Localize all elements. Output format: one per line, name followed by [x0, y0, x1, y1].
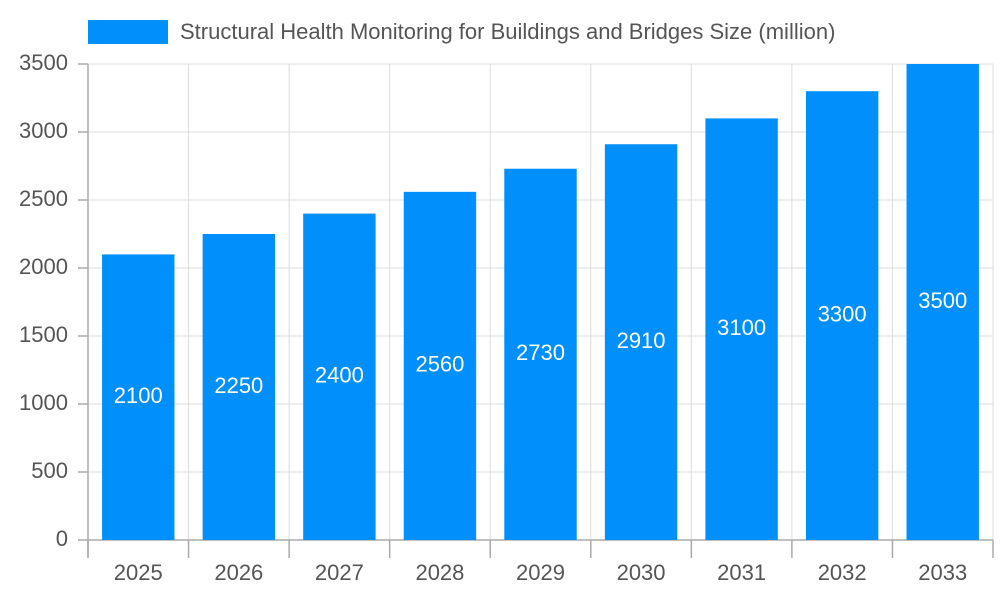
bar: [504, 168, 577, 540]
x-tick-label: 2029: [516, 560, 565, 585]
bar: [202, 234, 276, 540]
bar: [303, 213, 376, 540]
bar: [403, 191, 477, 540]
legend-label: Structural Health Monitoring for Buildin…: [180, 19, 835, 44]
bar: [805, 91, 879, 540]
x-tick-label: 2028: [415, 560, 464, 585]
bar: [102, 254, 175, 540]
x-tick-label: 2033: [918, 560, 967, 585]
x-tick-label: 2032: [818, 560, 867, 585]
data-label: 3500: [918, 288, 967, 313]
bar: [604, 144, 678, 541]
data-label: 2100: [114, 383, 163, 408]
x-tick-label: 2030: [617, 560, 666, 585]
data-label: 2730: [516, 340, 565, 365]
x-tick-label: 2031: [717, 560, 766, 585]
y-tick-label: 2500: [19, 186, 68, 211]
y-tick-label: 500: [31, 458, 68, 483]
bar: [705, 118, 778, 541]
data-label: 2250: [214, 373, 263, 398]
y-tick-label: 0: [56, 526, 68, 551]
data-label: 2910: [617, 328, 666, 353]
data-label: 2400: [315, 363, 364, 388]
x-tick-label: 2025: [114, 560, 163, 585]
y-tick-label: 1500: [19, 322, 68, 347]
bar: [906, 64, 979, 540]
y-tick-label: 1000: [19, 390, 68, 415]
data-label: 3300: [818, 301, 867, 326]
legend-swatch: [88, 20, 168, 44]
y-tick-label: 3500: [19, 50, 68, 75]
y-tick-label: 3000: [19, 118, 68, 143]
data-label: 2560: [415, 352, 464, 377]
x-tick-label: 2026: [214, 560, 263, 585]
x-tick-label: 2027: [315, 560, 364, 585]
y-tick-label: 2000: [19, 254, 68, 279]
data-label: 3100: [717, 315, 766, 340]
